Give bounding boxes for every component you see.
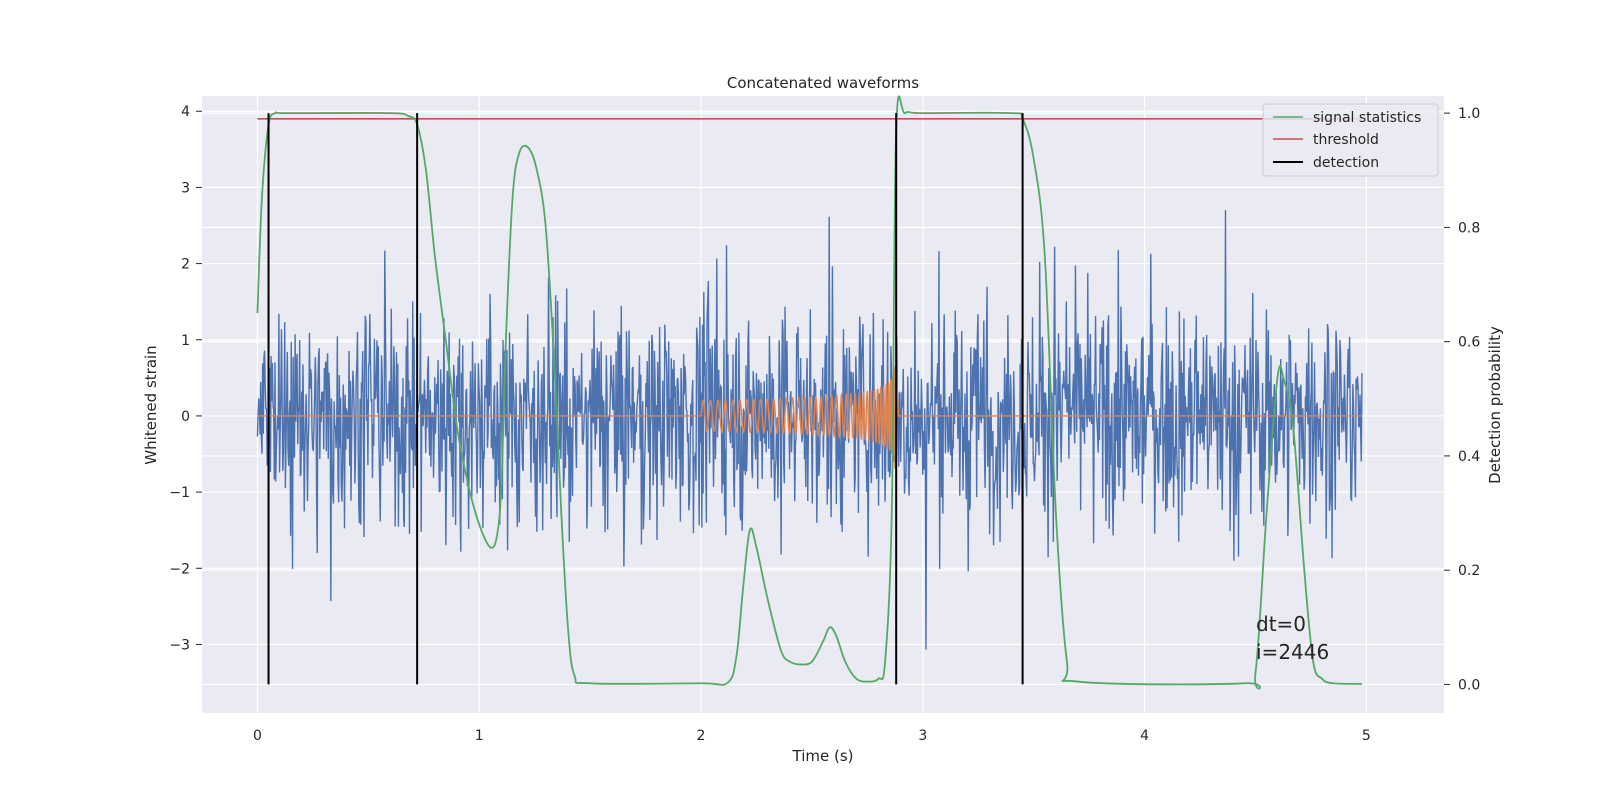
y-tick-label: −2 <box>169 561 190 577</box>
x-tick-label: 3 <box>918 728 927 744</box>
x-tick-label: 2 <box>697 728 706 744</box>
y-tick-label: 3 <box>181 180 190 196</box>
y-tick-label: 4 <box>181 104 190 120</box>
legend-label-signal: signal statistics <box>1313 110 1421 126</box>
x-tick-label: 4 <box>1140 728 1149 744</box>
x-tick-label: 0 <box>253 728 262 744</box>
x-axis-label: Time (s) <box>792 747 854 765</box>
y2-tick-label: 0.8 <box>1458 220 1480 236</box>
ticks: 0 1 2 3 4 5 4 3 2 1 0 −1 −2 −3 1.0 0.8 0.6 0.4 0.2 0.0 <box>169 104 1480 744</box>
y-tick-label: 0 <box>181 409 190 425</box>
legend-label-threshold: threshold <box>1313 132 1379 148</box>
y-tick-label: −1 <box>169 485 190 501</box>
annotation-dt: dt=0 <box>1256 612 1306 636</box>
chart-title: Concatenated waveforms <box>727 74 919 92</box>
strain-series <box>256 209 1363 650</box>
x-tick-label: 1 <box>475 728 484 744</box>
injection-line <box>257 366 1362 469</box>
y2-tick-label: 0.2 <box>1458 563 1480 579</box>
annotation-i: i=2446 <box>1256 640 1329 664</box>
y2-tick-label: 0.0 <box>1458 677 1480 693</box>
y-tick-label: 1 <box>181 333 190 349</box>
signal-statistics-line <box>256 95 1362 690</box>
y2-tick-label: 1.0 <box>1458 106 1480 122</box>
statistic-lines <box>256 95 1362 690</box>
y2-tick-label: 0.6 <box>1458 335 1480 351</box>
legend: signal statistics threshold detection <box>1262 103 1439 177</box>
legend-box <box>1262 103 1439 177</box>
x-tick-label: 5 <box>1362 728 1371 744</box>
y-axis-label: Whitened strain <box>142 345 160 464</box>
strain-line <box>256 209 1363 650</box>
grid <box>202 96 1444 713</box>
injection-series <box>257 366 1362 469</box>
y-tick-label: 2 <box>181 257 190 273</box>
y2-tick-label: 0.4 <box>1458 449 1480 465</box>
y-tick-label: −3 <box>169 637 190 653</box>
y2-axis-label: Detection probability <box>1486 326 1504 484</box>
legend-label-detection: detection <box>1313 155 1379 171</box>
